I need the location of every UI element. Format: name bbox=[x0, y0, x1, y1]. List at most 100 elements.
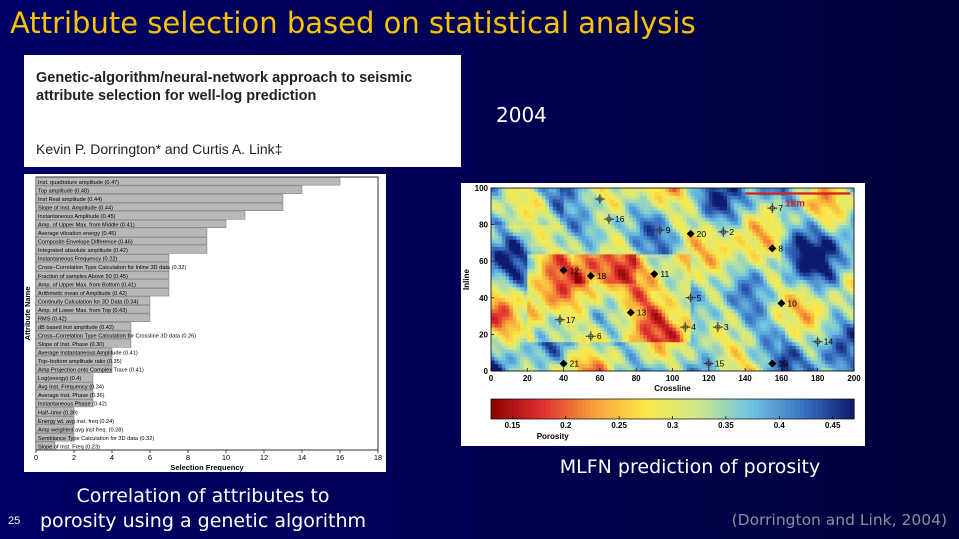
heatmap-cell bbox=[839, 286, 844, 291]
bar-6 bbox=[35, 228, 208, 237]
bar-20 bbox=[35, 347, 113, 356]
heatmap-cell bbox=[730, 341, 735, 346]
heatmap-cell bbox=[614, 257, 619, 262]
heatmap-cell bbox=[683, 338, 688, 343]
heatmap-cell bbox=[839, 290, 844, 295]
heatmap-cell bbox=[734, 195, 739, 200]
heatmap-cell bbox=[730, 305, 735, 310]
heatmap-cell bbox=[705, 330, 710, 335]
heatmap-cell bbox=[828, 290, 833, 295]
heatmap-cell bbox=[505, 191, 510, 196]
heatmap-cell bbox=[694, 290, 699, 295]
heatmap-cell bbox=[599, 206, 605, 211]
heatmap-cell bbox=[647, 290, 652, 295]
heatmap-cell bbox=[759, 338, 764, 343]
heatmap-cell bbox=[650, 264, 655, 270]
heatmap-cell bbox=[781, 367, 786, 372]
heatmap-cell bbox=[759, 319, 764, 324]
heatmap-cell bbox=[810, 345, 815, 350]
heatmap-cell bbox=[592, 294, 597, 299]
heatmap-cell bbox=[530, 213, 536, 218]
heatmap-cell bbox=[596, 338, 601, 343]
heatmap-cell bbox=[824, 305, 830, 310]
heatmap-cell bbox=[559, 250, 565, 255]
heatmap-cell bbox=[614, 327, 619, 332]
heatmap-cell bbox=[538, 319, 543, 324]
heatmap-cell bbox=[607, 195, 612, 200]
heatmap-cell bbox=[509, 268, 514, 273]
heatmap-cell bbox=[589, 213, 594, 218]
heatmap-cell bbox=[538, 253, 543, 259]
heatmap-cell bbox=[581, 356, 586, 361]
heatmap-cell bbox=[650, 308, 655, 313]
heatmap-cell bbox=[501, 312, 507, 317]
heatmap-cell bbox=[832, 356, 837, 361]
heatmap-cell bbox=[745, 198, 750, 204]
heatmap-cell bbox=[777, 319, 782, 324]
heatmap-cell bbox=[574, 198, 579, 204]
heatmap-cell bbox=[607, 316, 612, 321]
heatmap-cell bbox=[803, 367, 808, 372]
heatmap-cell bbox=[719, 253, 724, 259]
heatmap-cell bbox=[541, 323, 546, 328]
heatmap-cell bbox=[491, 202, 496, 207]
heatmap-cell bbox=[545, 257, 550, 262]
heatmap-cell bbox=[585, 272, 590, 277]
heatmap-cell bbox=[596, 253, 601, 259]
heatmap-cell bbox=[741, 279, 746, 284]
heatmap-cell bbox=[654, 279, 659, 284]
heatmap-cell bbox=[708, 286, 713, 291]
heatmap-cell bbox=[549, 239, 554, 244]
heatmap-cell bbox=[516, 330, 521, 335]
heatmap-cell bbox=[545, 264, 550, 270]
heatmap-cell bbox=[559, 308, 565, 313]
heatmap-cell bbox=[676, 213, 681, 218]
heatmap-cell bbox=[599, 275, 605, 280]
heatmap-cell bbox=[781, 345, 786, 350]
heatmap-cell bbox=[520, 268, 525, 273]
heatmap-cell bbox=[512, 191, 517, 196]
heatmap-cell bbox=[505, 231, 510, 237]
heatmap-cell bbox=[766, 264, 772, 270]
heatmap-cell bbox=[737, 198, 742, 204]
heatmap-cell bbox=[585, 352, 590, 357]
heatmap-cell bbox=[549, 213, 554, 218]
bar-label-25: Average Inst. Phase (0.36) bbox=[38, 393, 105, 399]
heatmap-cell bbox=[726, 275, 732, 280]
heatmap-cell bbox=[774, 275, 779, 280]
heatmap-cell bbox=[708, 279, 713, 284]
heatmap-cell bbox=[498, 231, 503, 237]
heatmap-cell bbox=[665, 242, 670, 248]
heatmap-cell bbox=[690, 195, 695, 200]
heatmap-cell bbox=[723, 209, 728, 215]
heatmap-cell bbox=[625, 286, 630, 291]
heatmap-cell bbox=[679, 367, 684, 372]
heatmap-cell bbox=[523, 363, 528, 368]
heatmap-cell bbox=[581, 195, 586, 200]
heatmap-cell bbox=[512, 349, 517, 354]
heatmap-cell bbox=[603, 363, 608, 368]
heatmap-cell bbox=[545, 330, 550, 335]
heatmap-cell bbox=[574, 268, 579, 273]
heatmap-cell bbox=[799, 206, 804, 211]
heatmap-cell bbox=[828, 228, 833, 233]
heatmap-cell bbox=[672, 228, 677, 233]
heatmap-cell bbox=[774, 228, 779, 233]
heatmap-cell bbox=[759, 297, 764, 302]
heatmap-cell bbox=[614, 341, 619, 346]
heatmap-cell bbox=[824, 290, 830, 295]
heatmap-cell bbox=[712, 224, 717, 229]
heatmap-cell bbox=[835, 286, 840, 291]
heatmap-cell bbox=[774, 264, 779, 270]
heatmap-cell bbox=[527, 202, 532, 207]
heatmap-cell bbox=[785, 301, 790, 306]
heatmap-cell bbox=[672, 360, 677, 365]
heatmap-cell bbox=[534, 323, 539, 328]
heatmap-cell bbox=[552, 330, 557, 335]
heatmap-cell bbox=[817, 305, 822, 310]
heatmap-cell bbox=[835, 356, 840, 361]
heatmap-cell bbox=[752, 341, 757, 346]
heatmap-cell bbox=[654, 275, 659, 280]
heatmap-cell bbox=[824, 195, 830, 200]
heatmap-cell bbox=[690, 345, 695, 350]
